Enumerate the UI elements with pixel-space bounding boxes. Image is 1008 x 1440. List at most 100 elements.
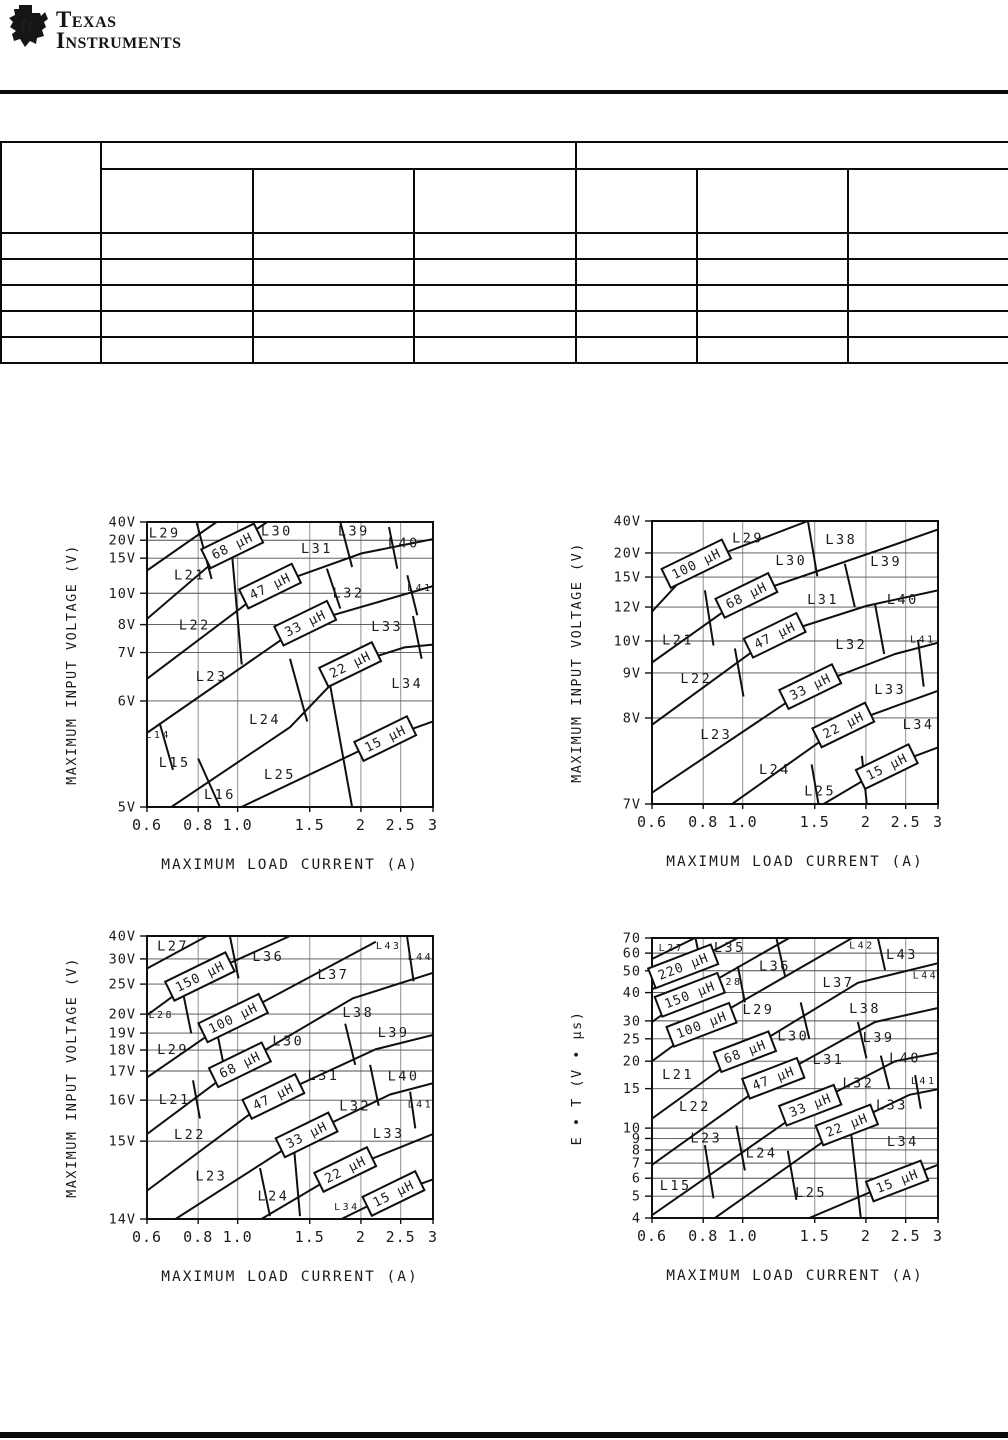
table-corner-header	[0, 141, 102, 234]
region-label: L41	[911, 1076, 937, 1087]
y-tick-label: 5V	[118, 800, 136, 816]
region-label: L32	[835, 637, 867, 653]
region-label: L44	[408, 952, 434, 963]
region-label: L44	[913, 971, 939, 982]
region-label: L31	[301, 541, 333, 557]
region-label: L31	[807, 592, 839, 608]
brand-wordmark: Texas Instruments	[56, 8, 182, 52]
y-tick-label: 18V	[109, 1043, 136, 1059]
y-tick-label: 10V	[109, 586, 136, 602]
region-label: L39	[378, 1025, 410, 1041]
table-cell	[847, 232, 1008, 260]
x-tick-label: 1.0	[728, 813, 758, 831]
table-cell	[412, 258, 578, 286]
region-label: L23	[195, 1169, 227, 1185]
region-label: L15	[660, 1178, 692, 1194]
table-row	[0, 232, 1008, 260]
region-label: L21	[159, 1092, 191, 1108]
region-label: L23	[690, 1130, 722, 1146]
inductor-chart-1: 40V 20V 15V 10V 8V 7V 6V 5V0.6 0.8 1.0 1.5 2 2.5 3 L29…	[64, 515, 437, 874]
y-tick-label: 30	[623, 1013, 641, 1029]
table-cell	[252, 284, 415, 312]
table-cell	[100, 336, 254, 364]
region-label: L27	[157, 938, 189, 954]
y-tick-label: 20V	[614, 545, 641, 561]
inductor-value-box: 15 μH	[854, 743, 920, 791]
region-label: L29	[149, 526, 181, 542]
brand-line-instruments: Instruments	[56, 28, 182, 53]
region-label: L36	[759, 958, 791, 974]
table-sub-header	[575, 168, 699, 234]
table-cell	[847, 258, 1008, 286]
region-label: L25	[264, 767, 296, 783]
region-label: L22	[179, 617, 211, 633]
region-label: L22	[680, 671, 712, 687]
region-label: L33	[876, 1098, 908, 1114]
region-label: L24	[759, 762, 791, 778]
y-tick-label: 10V	[614, 633, 641, 649]
table-cell	[847, 336, 1008, 364]
x-tick-label: 1.5	[295, 1228, 325, 1246]
table-cell	[696, 232, 850, 260]
y-tick-label: 20	[623, 1054, 641, 1070]
table-sub-header	[412, 168, 578, 234]
table-sub-header	[847, 168, 1008, 234]
inductor-value-box: 150 μH	[163, 951, 236, 1002]
table-cell	[100, 284, 254, 312]
region-label: L39	[338, 523, 370, 539]
inductor-chart-2: 40V 20V 15V 12V 10V 9V 8V 7V0.6 0.8 1.0 1.5 2 2.5 3 L2…	[569, 514, 942, 871]
y-tick-label: 6V	[118, 693, 136, 709]
region-label: L23	[196, 669, 228, 685]
region-label: L39	[863, 1030, 895, 1046]
table-row-header	[0, 258, 102, 286]
inductor-value-box: 100 μH	[660, 538, 733, 590]
region-label: L34	[903, 717, 935, 733]
y-tick-label: 40V	[614, 514, 641, 530]
region-label: L39	[870, 554, 902, 570]
region-label: L29	[742, 1002, 774, 1018]
page-rule-top	[0, 90, 1008, 94]
y-tick-label: 10	[623, 1121, 641, 1137]
table-row-header	[0, 310, 102, 338]
region-label: L21	[174, 567, 206, 583]
inductor-value-box: 68 μH	[712, 1030, 778, 1074]
x-tick-label: 0.8	[688, 1227, 718, 1245]
table-cell	[252, 232, 415, 260]
y-tick-label: 19V	[109, 1026, 136, 1042]
x-tick-label: 2.5	[891, 1227, 921, 1245]
table-cell	[412, 336, 578, 364]
brand-line-texas: Texas	[56, 7, 117, 32]
y-tick-label: 15V	[109, 551, 136, 567]
table-cell	[252, 336, 415, 364]
inductor-value-box: 33 μH	[777, 663, 843, 711]
x-tick-label: 2.5	[386, 1228, 416, 1246]
y-tick-label: 4	[632, 1211, 641, 1227]
x-tick-label: 3	[933, 1227, 943, 1245]
region-label: L29	[157, 1042, 189, 1058]
table-cell	[252, 310, 415, 338]
y-tick-label: 5	[632, 1189, 641, 1205]
table-cell	[847, 284, 1008, 312]
y-tick-label: 9V	[623, 665, 641, 681]
x-tick-label: 2.5	[891, 813, 921, 831]
inductor-value-box: 33 μH	[274, 1111, 339, 1159]
region-label: L15	[159, 755, 191, 771]
y-tick-label: 40	[623, 985, 641, 1001]
y-tick-label: 9	[632, 1131, 641, 1147]
region-label: L30	[777, 1029, 809, 1045]
svg-text:ti: ti	[20, 12, 34, 38]
region-label: L34	[391, 676, 423, 692]
region-label: L31	[308, 1068, 340, 1084]
x-axis-title: MAXIMUM LOAD CURRENT (A)	[666, 1268, 924, 1284]
x-tick-label: 0.6	[637, 813, 667, 831]
table-cell	[696, 258, 850, 286]
region-label: L38	[825, 532, 857, 548]
region-label: L34	[887, 1134, 919, 1150]
y-tick-label: 6	[632, 1171, 641, 1187]
inductor-value-box: 22 μH	[811, 701, 876, 749]
inductor-value-box: 22 μH	[312, 1145, 378, 1194]
y-tick-label: 25V	[109, 977, 136, 993]
region-label: L38	[849, 1001, 881, 1017]
table-cell	[575, 310, 699, 338]
